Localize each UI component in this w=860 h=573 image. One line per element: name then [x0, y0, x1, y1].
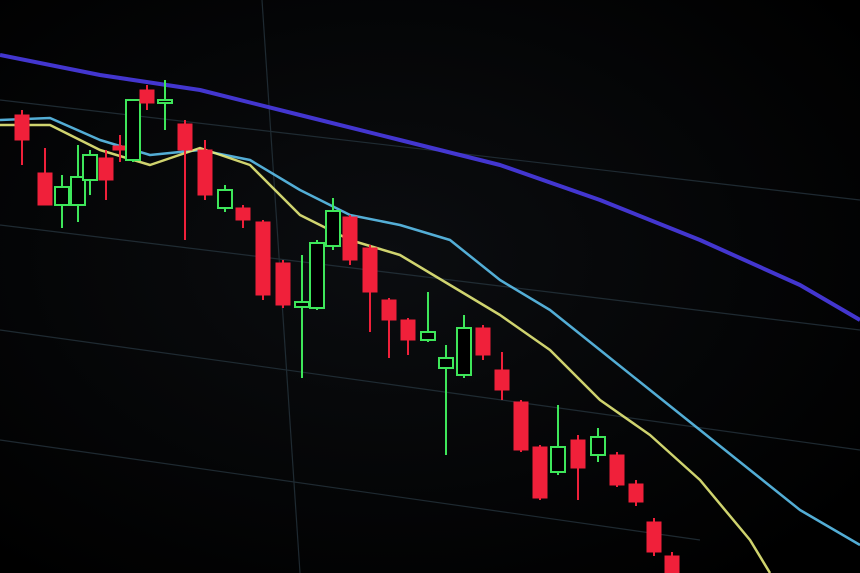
candle-body	[646, 521, 662, 553]
candle-body	[456, 327, 472, 376]
candle-body	[664, 555, 680, 573]
candle-body	[513, 401, 529, 451]
candle-body	[275, 262, 291, 306]
candle-body	[590, 436, 606, 456]
candle-body	[157, 99, 173, 104]
candle-body	[550, 446, 566, 473]
candle-body	[235, 207, 251, 221]
candle-body	[609, 454, 625, 486]
candle-body	[125, 99, 141, 161]
candle-body	[475, 327, 491, 356]
candle-body	[197, 149, 213, 196]
candle-body	[381, 299, 397, 321]
candle-body	[14, 114, 30, 141]
grid-line	[0, 439, 701, 541]
candle-body	[532, 446, 548, 499]
candles	[14, 80, 680, 573]
candle-body	[570, 439, 586, 469]
candle-body	[400, 319, 416, 341]
grid-line	[0, 329, 860, 451]
candle-body	[294, 301, 310, 308]
candle-body	[628, 483, 644, 503]
candle-body	[82, 154, 98, 181]
candle-body	[37, 172, 53, 206]
candle-body	[420, 331, 436, 341]
candle-body	[494, 369, 510, 391]
candle-body	[309, 242, 325, 309]
candle-body	[98, 157, 114, 181]
candle-body	[362, 247, 378, 293]
candle-body	[255, 221, 271, 296]
ma-line	[0, 116, 860, 547]
candle-body	[438, 357, 454, 369]
candle-body	[139, 89, 155, 104]
candle-body	[70, 176, 86, 206]
candle-body	[112, 145, 128, 151]
candle-body	[177, 123, 193, 151]
ma-line	[0, 53, 860, 322]
candle-body	[217, 189, 233, 209]
grid-line	[0, 99, 860, 201]
candle-body	[54, 186, 70, 206]
grid-line	[0, 224, 860, 331]
candle-body	[325, 210, 341, 247]
candle-body	[342, 216, 358, 261]
